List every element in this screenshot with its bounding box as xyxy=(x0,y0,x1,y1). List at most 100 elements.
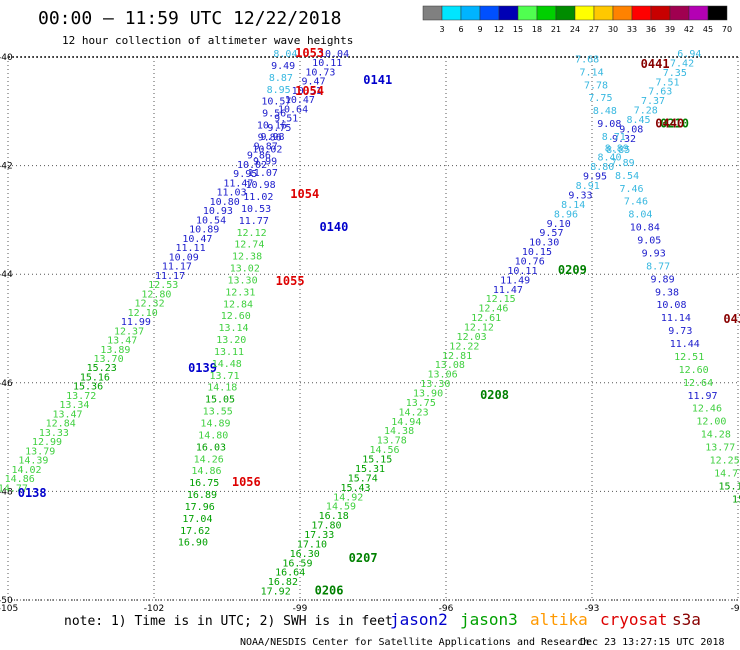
swh-value: 16.89 xyxy=(187,490,217,501)
pass-time-label: 0439 xyxy=(723,312,740,326)
legend-jason3: jason3 xyxy=(460,610,518,629)
swh-value: 14.39 xyxy=(18,456,48,467)
swh-value: 10.84 xyxy=(630,223,660,234)
swh-value: 10.76 xyxy=(515,256,545,267)
swh-value: 12.03 xyxy=(457,332,487,343)
colorbar-swatch xyxy=(441,5,462,21)
swh-value: 12.00 xyxy=(696,417,726,428)
pass-time-label: 0209 xyxy=(558,263,587,277)
y-tick-label: -46 xyxy=(0,379,13,389)
pass-time-label: 1055 xyxy=(276,274,305,288)
pass-time-label: 0210 xyxy=(660,117,689,131)
pass-time-label: 0208 xyxy=(480,388,509,402)
colorbar-swatch xyxy=(707,5,728,21)
swh-value: 10.80 xyxy=(210,197,240,208)
swh-value: 8.96 xyxy=(554,209,578,220)
swh-value: 13.34 xyxy=(59,400,89,411)
swh-value: 15.36 xyxy=(73,382,103,393)
colorbar-label: 9 xyxy=(477,25,482,34)
swh-value: 7.75 xyxy=(588,93,612,104)
swh-value: 14.02 xyxy=(11,465,41,476)
legend-jason2: jason2 xyxy=(390,610,448,629)
x-tick-label: -102 xyxy=(144,604,164,614)
swh-value: 13.47 xyxy=(52,409,82,420)
swh-value: 9.32 xyxy=(612,134,636,145)
swh-value: 17.96 xyxy=(185,502,215,513)
swh-value: 10.02 xyxy=(237,160,267,171)
swh-value: 16.03 xyxy=(196,442,226,453)
swh-value: 9.86 xyxy=(258,132,282,143)
colorbar-swatch xyxy=(460,5,481,21)
colorbar-label: 15 xyxy=(513,25,523,34)
swh-value: 11.47 xyxy=(493,285,523,296)
swh-value: 15.16 xyxy=(80,372,110,383)
swh-value: 7.46 xyxy=(619,184,643,195)
swh-value: 9.93 xyxy=(642,248,666,259)
pass-time-label: 0207 xyxy=(349,551,378,565)
colorbar-swatch xyxy=(574,5,595,21)
swh-value: 14.77 xyxy=(714,468,740,479)
altimeter-tracks: 14.7714.8614.0214.3913.7912.9913.3312.84… xyxy=(0,46,740,598)
colorbar-label: 30 xyxy=(608,25,618,34)
swh-value: 8.14 xyxy=(561,200,585,211)
legend-cryosat: cryosat xyxy=(600,610,667,629)
swh-value: 8.89 xyxy=(605,143,629,154)
chart-title: 00:00 – 11:59 UTC 12/22/2018 xyxy=(38,8,341,29)
swh-value: 14.92 xyxy=(333,492,363,503)
swh-value: 17.92 xyxy=(261,587,291,598)
colorbar-label: 42 xyxy=(684,25,694,34)
swh-value: 12.10 xyxy=(128,308,158,319)
swh-value: 13.06 xyxy=(428,370,458,381)
swh-value: 16.30 xyxy=(290,549,320,560)
swh-value: 16.75 xyxy=(189,478,219,489)
track: 14.7714.8614.0214.3913.7912.9913.3312.84… xyxy=(0,49,392,500)
pass-time-label: 0141 xyxy=(363,73,392,87)
swh-value: 15.15 xyxy=(362,455,392,466)
colorbar-swatch xyxy=(631,5,652,21)
footer-note: note: 1) Time is in UTC; 2) SWH is in fe… xyxy=(64,614,393,629)
colorbar-label: 27 xyxy=(589,25,599,34)
swh-value: 10.02 xyxy=(252,144,282,155)
pass-time-label: 1054 xyxy=(290,187,319,201)
swh-value: 7.51 xyxy=(656,77,680,88)
swh-value: 9.98 xyxy=(261,132,285,143)
swh-value: 13.89 xyxy=(100,345,130,356)
swh-value: 14.86 xyxy=(5,474,35,485)
swh-value: 10.73 xyxy=(305,67,335,78)
swh-value: 10.53 xyxy=(241,204,271,215)
swh-value: 13.55 xyxy=(203,407,233,418)
swh-value: 8.95 xyxy=(267,85,291,96)
swh-value: 10.15 xyxy=(522,247,552,258)
swh-value: 12.53 xyxy=(148,280,178,291)
swh-value: 12.74 xyxy=(234,240,264,251)
colorbar-swatch xyxy=(422,5,443,21)
colorbar-label: 39 xyxy=(665,25,675,34)
footer-credit: NOAA/NESDIS Center for Satellite Applica… xyxy=(240,637,589,648)
swh-value: 8.77 xyxy=(646,261,670,272)
track: 17.9216.8216.6416.5916.3017.1017.3317.80… xyxy=(261,49,702,598)
swh-value: 10.51 xyxy=(292,86,322,97)
colorbar-swatch xyxy=(517,5,538,21)
swh-value: 10.16 xyxy=(257,121,287,132)
swh-value: 14.80 xyxy=(198,430,228,441)
pass-time-label: 0440 xyxy=(655,117,684,131)
swh-value: 12.25 xyxy=(710,455,740,466)
swh-value: 13.11 xyxy=(214,347,244,358)
swh-value: 8.48 xyxy=(593,106,617,117)
swh-value: 12.37 xyxy=(114,326,144,337)
swh-value: 14.77 xyxy=(0,483,28,494)
x-tick-label: -90 xyxy=(731,604,740,614)
axis-ticks: -105 -102 -99 -96 -93 -90 -40 -42 -44 -46 -48 -50 xyxy=(0,53,740,614)
x-tick-label: -99 xyxy=(293,604,308,614)
swh-value: 12.46 xyxy=(692,404,722,415)
swh-value: 8.71 xyxy=(602,132,626,143)
colorbar-label: 24 xyxy=(570,25,580,34)
swh-value: 14.89 xyxy=(200,419,230,430)
swh-value: 11.14 xyxy=(661,313,691,324)
x-tick-label: -96 xyxy=(439,604,454,614)
colorbar-swatch xyxy=(498,5,519,21)
colorbar-label: 36 xyxy=(646,25,656,34)
swh-value: 15.74 xyxy=(348,473,378,484)
swh-value: 9.05 xyxy=(637,236,661,247)
